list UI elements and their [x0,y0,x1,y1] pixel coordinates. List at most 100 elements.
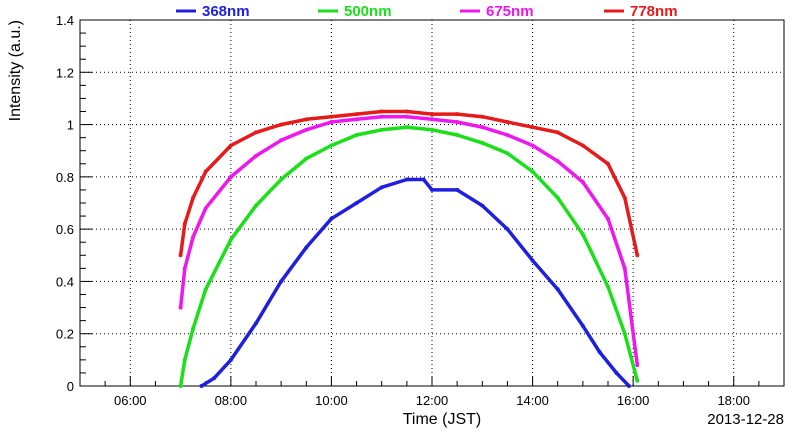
data-point-368nm [279,279,284,284]
data-point-368nm [530,258,535,263]
axis-ticks [80,32,760,386]
data-point-675nm [530,143,535,148]
data-point-500nm [279,177,284,182]
data-point-368nm [430,187,434,192]
data-point-500nm [404,125,409,130]
y-tick-label: 0.6 [56,222,74,237]
data-point-500nm [480,140,485,145]
data-point-368nm [304,245,309,250]
data-point-368nm [329,216,334,221]
data-point-778nm [191,195,196,200]
data-point-778nm [379,109,384,114]
grid-lines [80,20,784,386]
data-point-675nm [430,117,434,122]
x-tick-label: 16:00 [617,393,650,408]
x-tick-label: 08:00 [215,393,248,408]
data-point-778nm [203,169,208,174]
x-tick-label: 18:00 [717,393,750,408]
data-point-368nm [254,321,258,326]
data-point-675nm [354,117,359,122]
data-point-778nm [555,130,560,135]
tick-labels: 06:00 08:00 10:00 12:00 14:00 16:00 18:00 0 0.2 0… [56,13,750,408]
data-point-500nm [622,331,627,336]
data-point-675nm [329,119,334,124]
data-point-675nm [505,133,510,138]
y-tick-label: 0.4 [56,274,74,289]
x-tick-label: 12:00 [416,393,449,408]
data-point-675nm [480,125,485,130]
series-group [178,109,640,388]
data-point-500nm [505,151,510,156]
data-point-778nm [329,114,334,119]
data-point-368nm [455,187,460,192]
data-point-368nm [614,370,619,375]
data-point-368nm [199,384,204,388]
data-point-368nm [404,177,409,182]
data-point-500nm [530,169,535,174]
data-point-675nm [178,305,183,310]
data-point-500nm [606,284,610,289]
data-point-500nm [254,203,258,208]
data-point-500nm [379,127,384,132]
y-tick-label: 1.4 [56,13,74,28]
y-tick-label: 0.8 [56,170,74,185]
legend-label-500nm: 500nm [344,3,392,20]
data-point-368nm [580,323,585,328]
data-point-675nm [635,363,640,368]
data-point-500nm [304,156,309,161]
data-point-368nm [626,384,631,388]
data-point-675nm [555,159,560,164]
data-point-675nm [279,138,284,143]
data-point-675nm [622,266,627,271]
data-point-675nm [404,114,409,119]
y-tick-label: 0 [67,379,74,394]
data-point-675nm [254,153,258,158]
data-point-368nm [421,177,426,182]
data-point-778nm [304,117,309,122]
data-point-675nm [580,180,585,185]
data-point-778nm [254,130,258,135]
data-point-500nm [354,133,359,138]
legend-label-675nm: 675nm [486,3,534,20]
data-point-778nm [404,109,409,114]
data-point-778nm [455,112,460,117]
data-point-368nm [354,201,359,205]
series-line-778nm [178,109,640,256]
data-point-368nm [597,350,602,355]
data-point-675nm [304,127,309,132]
legend-label-778nm: 778nm [630,3,678,20]
data-point-368nm [505,227,510,232]
data-point-500nm [191,326,196,331]
data-point-675nm [182,266,187,271]
data-point-500nm [228,237,233,242]
data-point-500nm [430,127,434,132]
data-point-778nm [279,122,284,127]
plot-frame [79,19,785,387]
data-point-675nm [203,206,208,211]
data-point-675nm [455,119,460,124]
series-line-675nm [178,114,640,366]
legend: 368nm 500nm 675nm 778nm [176,3,678,20]
data-point-778nm [480,114,485,119]
data-point-778nm [178,253,183,258]
data-point-500nm [182,357,187,362]
series-line-500nm [178,125,639,387]
data-point-500nm [178,384,183,388]
x-tick-label: 10:00 [315,393,348,408]
data-point-778nm [530,125,535,130]
x-tick-label: 14:00 [516,393,549,408]
data-point-500nm [203,287,208,292]
y-tick-label: 1 [67,118,74,133]
data-point-675nm [228,174,233,179]
data-point-778nm [228,143,233,148]
data-point-500nm [329,143,334,148]
y-tick-label: 0.2 [56,327,74,342]
data-point-778nm [580,143,585,148]
data-point-368nm [228,357,233,362]
data-point-368nm [212,376,217,381]
data-point-500nm [635,378,640,383]
data-point-500nm [580,232,585,237]
data-point-500nm [555,195,560,200]
data-point-778nm [182,221,187,226]
